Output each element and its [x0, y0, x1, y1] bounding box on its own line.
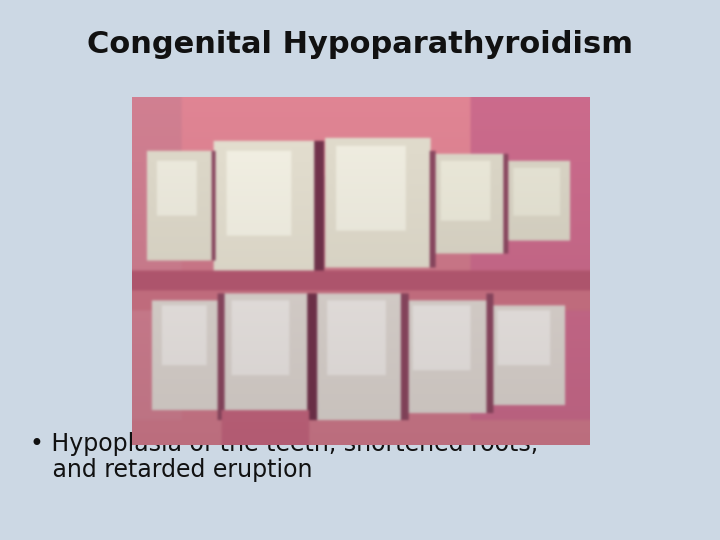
Text: and retarded eruption: and retarded eruption — [30, 458, 312, 482]
Text: Congenital Hypoparathyroidism: Congenital Hypoparathyroidism — [87, 30, 633, 59]
Text: • Hypoplasia of the teeth, shortened roots,: • Hypoplasia of the teeth, shortened roo… — [30, 432, 538, 456]
